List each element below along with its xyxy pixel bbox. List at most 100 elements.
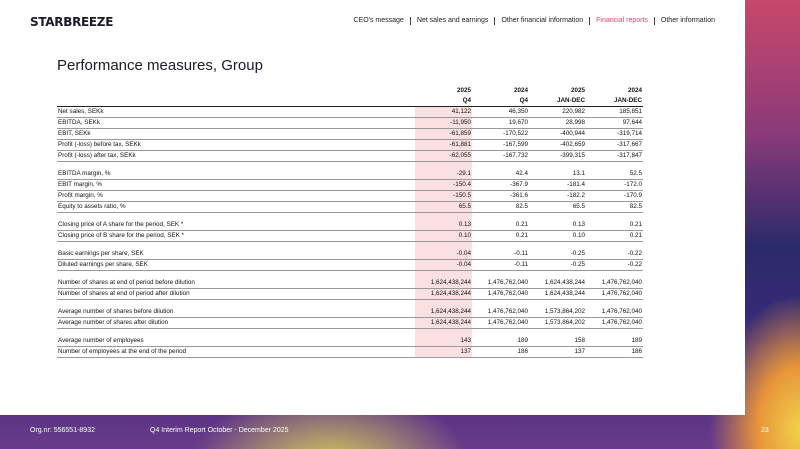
table-row: Profit (-loss) before tax, SEKk -61,881 -1… <box>57 139 643 151</box>
value-cell: 13.1 <box>529 169 586 180</box>
value-cell: -0.11 <box>472 249 529 260</box>
value-cell: -170.9 <box>586 190 643 202</box>
table-row: Average number of shares after dilution 1… <box>57 317 643 329</box>
row-label: Closing price of A share for the period,… <box>57 220 415 231</box>
spacer-cell <box>586 213 643 221</box>
nav-link[interactable]: CEO's message <box>353 17 404 24</box>
value-cell: 42.4 <box>472 169 529 180</box>
value-cell: 1,624,438,244 <box>415 288 472 300</box>
value-cell: -62,055 <box>415 150 472 162</box>
row-label: Profit (-loss) after tax, SEKk <box>57 150 415 162</box>
org-number: Org.nr: 556551-8932 <box>30 427 95 434</box>
value-cell: -172.0 <box>586 179 643 191</box>
table-row: Equity to assets ratio, % 65.5 82.5 65.5 82.… <box>57 201 643 213</box>
spacer-cell <box>415 299 472 307</box>
value-cell: -150.4 <box>415 179 472 191</box>
row-label: EBITDA margin, % <box>57 169 415 180</box>
table-row: Average number of shares before dilution… <box>57 307 643 318</box>
value-cell: -182.2 <box>529 190 586 202</box>
row-label: Profit (-loss) before tax, SEKk <box>57 139 415 151</box>
row-label: EBIT, SEKk <box>57 128 415 140</box>
table-row: Closing price of A share for the period,… <box>57 220 643 231</box>
value-cell: 1,476,762,040 <box>472 288 529 300</box>
header-cell: 2024 <box>627 87 642 94</box>
table-row: Number of employees at the end of the pe… <box>57 346 643 358</box>
spacer-cell <box>57 213 415 221</box>
value-cell: -61,859 <box>415 128 472 140</box>
value-cell: 0.10 <box>415 230 472 242</box>
table-row: Diluted earnings per share, SEK -0.04 -0.1… <box>57 259 643 271</box>
value-cell: -61,881 <box>415 139 472 151</box>
spacer-cell <box>415 212 472 220</box>
performance-table: 2025 2024 2025 2024 Q4 Q4 JAN-DEC JAN-DEC Net sa… <box>57 86 643 358</box>
value-cell: 0.13 <box>529 220 586 231</box>
spacer-cell <box>472 329 529 337</box>
header-cell <box>57 86 415 96</box>
spacer-cell <box>57 271 415 279</box>
nav-link[interactable]: Other financial information <box>494 17 589 25</box>
table-row: Net sales, SEKk 41,122 46,350 220,982 185,85… <box>57 106 643 118</box>
header-cell <box>57 96 415 107</box>
value-cell: -181.4 <box>529 179 586 191</box>
value-cell: -29.1 <box>415 169 472 180</box>
spacer-cell <box>57 329 415 337</box>
value-cell: 1,624,438,244 <box>415 317 472 329</box>
value-cell: 65.5 <box>529 201 586 213</box>
table-row: Number of shares at end of period before… <box>57 278 643 289</box>
value-cell: 52.5 <box>586 169 643 180</box>
value-cell: -167,599 <box>472 139 529 151</box>
nav-link[interactable]: Net sales and earnings <box>409 17 495 25</box>
value-cell: 137 <box>415 346 472 358</box>
value-cell: -317,667 <box>586 139 643 151</box>
value-cell: 186 <box>472 346 529 358</box>
value-cell: 1,573,864,202 <box>529 317 586 329</box>
spacer-cell <box>57 162 415 170</box>
nav-link[interactable]: Other information <box>653 17 715 25</box>
value-cell: -0.04 <box>415 259 472 271</box>
value-cell: 220,982 <box>529 106 586 118</box>
table-row: Profit (-loss) after tax, SEKk -62,055 -16… <box>57 150 643 162</box>
row-label: Average number of employees <box>57 336 415 347</box>
value-cell: 65.5 <box>415 201 472 213</box>
value-cell: 41,122 <box>415 106 472 118</box>
value-cell: -319,714 <box>586 128 643 140</box>
value-cell: 0.21 <box>472 220 529 231</box>
header-cell: Q4 <box>472 96 529 107</box>
report-name: Q4 Interim Report October - December 202… <box>150 427 289 434</box>
spacer-cell <box>415 270 472 278</box>
nav-link[interactable]: Financial reports <box>589 17 654 25</box>
nav: CEO's message Net sales and earnings Other… <box>347 17 715 25</box>
value-cell: 0.21 <box>472 230 529 242</box>
table-row: Average number of employees 143 189 158 189 <box>57 336 643 347</box>
spacer-cell <box>472 162 529 170</box>
row-label: Basic earnings per share, SEK <box>57 249 415 260</box>
value-cell: 189 <box>472 336 529 347</box>
spacer-cell <box>472 242 529 250</box>
spacer-cell <box>472 271 529 279</box>
spacer-row <box>57 328 643 337</box>
table-row: EBIT margin, % -150.4 -367.9 -181.4 -172.0 <box>57 179 643 191</box>
spacer-cell <box>529 271 586 279</box>
table-row: EBIT, SEKk -61,859 -170,522 -400,944 -319,71… <box>57 128 643 140</box>
value-cell: 1,573,864,202 <box>529 307 586 318</box>
header-cell: 2024 <box>513 87 528 94</box>
table-row: Closing price of B share for the period,… <box>57 230 643 242</box>
spacer-row <box>57 161 643 170</box>
header-row: 2025 2024 2025 2024 <box>57 86 643 96</box>
row-label: Diluted earnings per share, SEK <box>57 259 415 271</box>
table-row: EBITDA margin, % -29.1 42.4 13.1 52.5 <box>57 169 643 180</box>
value-cell: -400,944 <box>529 128 586 140</box>
value-cell: 82.5 <box>472 201 529 213</box>
spacer-cell <box>529 213 586 221</box>
value-cell: 0.10 <box>529 230 586 242</box>
spacer-cell <box>586 271 643 279</box>
spacer-cell <box>415 241 472 249</box>
value-cell: 1,476,762,040 <box>472 278 529 289</box>
value-cell: 1,476,762,040 <box>472 307 529 318</box>
value-cell: -367.9 <box>472 179 529 191</box>
value-cell: -0.11 <box>472 259 529 271</box>
value-cell: 1,476,762,040 <box>586 278 643 289</box>
row-label: EBIT margin, % <box>57 179 415 191</box>
value-cell: 186 <box>586 346 643 358</box>
spacer-cell <box>529 162 586 170</box>
